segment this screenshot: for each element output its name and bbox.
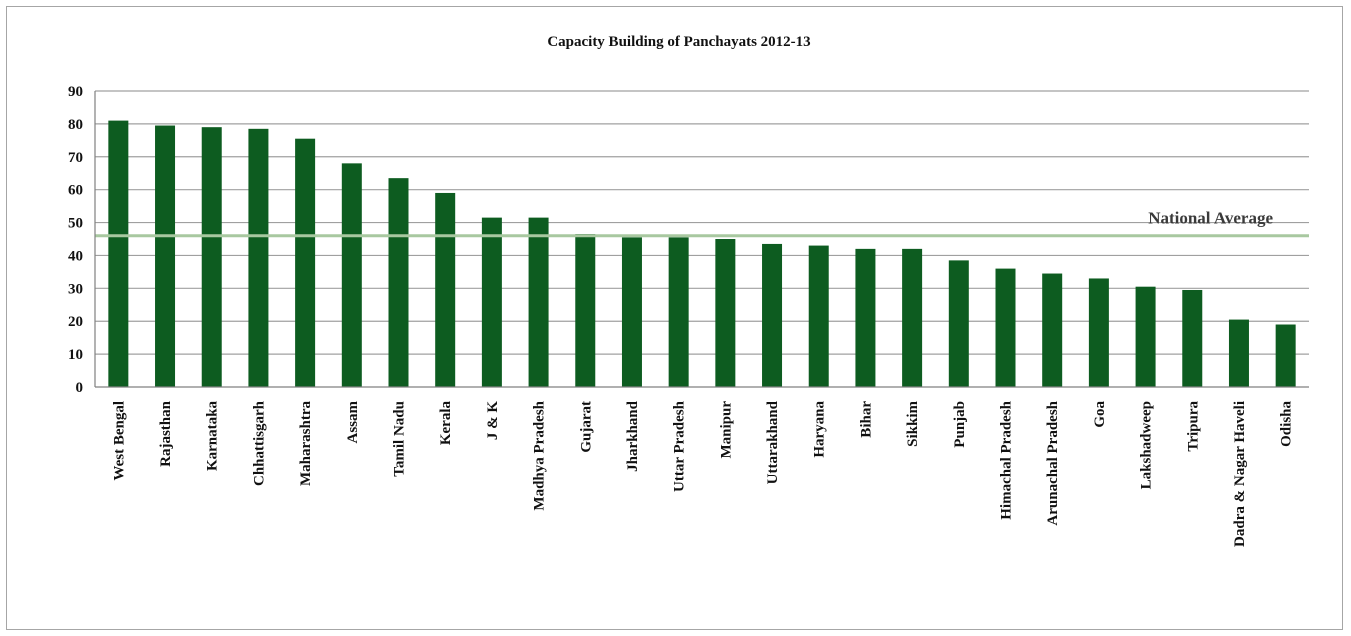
bar <box>1042 273 1063 387</box>
x-tick-label: Haryana <box>812 401 828 458</box>
x-tick-label: Assam <box>345 401 361 444</box>
gridlines <box>95 90 1309 355</box>
bar <box>1088 278 1109 387</box>
x-tick-label: Uttar Pradesh <box>672 400 688 492</box>
bar <box>155 125 176 388</box>
bar <box>248 128 269 388</box>
x-tick-label: Sikkim <box>905 400 921 446</box>
x-tick-label: Tripura <box>1185 401 1201 452</box>
bars <box>108 120 1296 388</box>
x-tick-label: Lakshadweep <box>1139 401 1155 489</box>
bar <box>808 245 829 387</box>
x-tick-label: Jharkhand <box>625 400 641 472</box>
x-tick-label: Himachal Pradesh <box>999 400 1015 519</box>
x-tick-label: Kerala <box>438 401 454 446</box>
bar <box>855 248 876 387</box>
bar <box>528 217 549 387</box>
bar <box>1135 286 1156 387</box>
bar-chart: Capacity Building of Panchayats 2012-13 … <box>68 34 1309 547</box>
x-tick-label: Tamil Nadu <box>392 401 408 477</box>
x-tick-label: Rajasthan <box>158 400 174 467</box>
x-tick-label: Punjab <box>952 401 968 448</box>
bar <box>995 268 1016 387</box>
bar <box>762 243 783 387</box>
x-axis-labels: West Bengal Rajasthan Karnataka Chhattisgar… <box>111 400 1294 547</box>
x-tick-label: Dadra & Nagar Haveli <box>1232 401 1248 547</box>
axes <box>94 91 1309 388</box>
bar <box>108 120 129 387</box>
bar <box>668 237 689 387</box>
bar <box>388 178 409 387</box>
x-tick-label: Bihar <box>858 401 874 438</box>
bar <box>575 234 596 387</box>
bar <box>481 217 502 387</box>
chart-frame: Capacity Building of Panchayats 2012-13 … <box>6 6 1343 630</box>
y-tick-label: 60 <box>68 183 83 199</box>
bar <box>295 138 316 387</box>
bar <box>201 127 222 387</box>
chart-title: Capacity Building of Panchayats 2012-13 <box>547 34 810 50</box>
bar <box>948 260 969 387</box>
x-tick-label: Madhya Pradesh <box>532 400 548 510</box>
y-tick-label: 30 <box>68 281 83 297</box>
bar <box>435 192 456 387</box>
x-tick-label: Uttarakhand <box>765 400 781 484</box>
x-tick-label: Karnataka <box>205 401 221 472</box>
x-tick-label: Arunachal Pradesh <box>1045 400 1061 525</box>
bar <box>341 163 362 387</box>
x-tick-label: Odisha <box>1279 401 1295 447</box>
bar <box>621 237 642 387</box>
bar <box>1182 289 1203 387</box>
x-tick-label: Chhattisgarh <box>251 400 267 486</box>
x-tick-label: Goa <box>1092 401 1108 428</box>
x-tick-label: J & K <box>485 401 501 440</box>
x-tick-label: Maharashtra <box>298 401 314 486</box>
y-tick-label: 20 <box>68 314 83 330</box>
national-average-line-group: National Average <box>95 209 1309 238</box>
bar <box>1228 319 1249 387</box>
bar <box>715 239 736 387</box>
y-tick-label: 40 <box>68 248 83 264</box>
national-average-label: National Average <box>1148 209 1273 228</box>
y-tick-label: 0 <box>76 380 84 396</box>
y-tick-label: 70 <box>68 150 83 166</box>
x-tick-label: Gujarat <box>578 401 594 453</box>
y-tick-label: 10 <box>68 347 83 363</box>
y-tick-label: 90 <box>68 84 83 100</box>
x-tick-label: West Bengal <box>111 401 127 481</box>
x-tick-label: Manipur <box>718 401 734 459</box>
y-tick-label: 50 <box>68 216 83 232</box>
y-tick-label: 80 <box>68 117 83 133</box>
bar <box>1275 324 1296 387</box>
y-axis-ticks: 0 10 20 30 40 50 60 70 80 90 <box>68 84 83 396</box>
bar <box>902 248 923 387</box>
